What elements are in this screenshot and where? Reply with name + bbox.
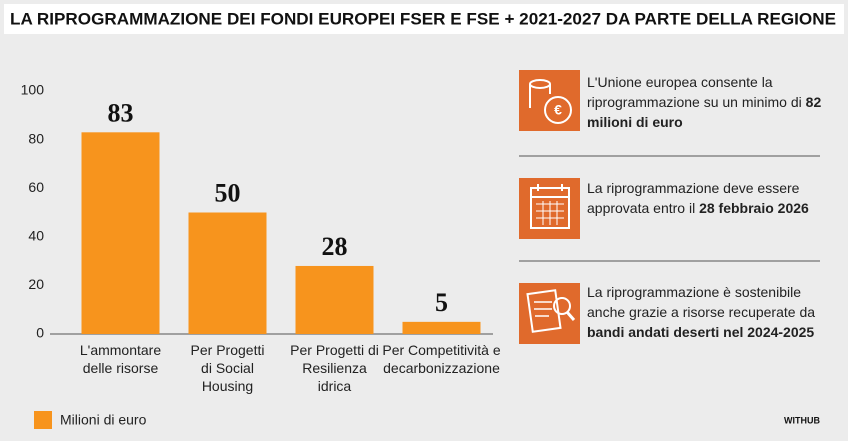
bar [402,321,481,334]
bar [188,212,267,334]
annotation: La riprogrammazione è sostenibile anche … [587,282,819,342]
annotation-highlight: 82 milioni di euro [587,94,822,130]
icon-calendar [519,178,580,239]
y-tick-label: 80 [28,130,44,146]
value-label: 83 [108,98,134,127]
legend-label: Milioni di euro [60,412,147,428]
annotation: L'Unione europea consente la riprogramma… [587,72,822,132]
x-tick-label: L'ammontare delle risorse [79,342,162,376]
source: WITHUB [784,415,820,425]
value-label: 28 [322,232,348,261]
icon-coins: € [519,70,580,131]
icon-document [519,283,580,344]
x-tick-label: Per Progetti di Social Housing [190,342,265,394]
legend-swatch [34,411,52,429]
bar [295,265,374,334]
value-label: 50 [215,178,241,207]
chart-title: LA RIPROGRAMMAZIONE DEI FONDI EUROPEI FS… [10,9,836,28]
bar [81,132,160,334]
x-tick-label: Per Competitività e decarbonizzazione [382,342,501,376]
y-tick-label: 40 [28,228,44,244]
annotation: La riprogrammazione deve essere approvat… [587,178,812,218]
y-tick-label: 100 [21,82,45,98]
y-tick-label: 0 [36,325,44,341]
y-tick-label: 60 [28,179,44,195]
svg-text:€: € [554,102,562,118]
annotation-highlight: 28 febbraio 2026 [699,200,809,216]
annotation-text: La riprogrammazione è sostenibile anche … [587,284,816,320]
annotation-highlight: bandi andati deserti nel 2024-2025 [587,324,815,340]
annotation-text: La riprogrammazione deve essere approvat… [587,180,800,216]
title-band [4,4,844,34]
value-label: 5 [435,288,448,317]
y-tick-label: 20 [28,276,44,292]
x-tick-label: Per Progetti di Resilienza idrica [290,342,379,394]
annotation-text: L'Unione europea consente la riprogramma… [587,74,802,110]
